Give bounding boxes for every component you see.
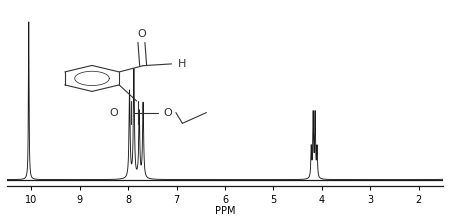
Text: O: O bbox=[109, 108, 118, 118]
Text: H: H bbox=[178, 59, 187, 69]
Text: O: O bbox=[137, 29, 146, 39]
X-axis label: PPM: PPM bbox=[215, 206, 235, 216]
Text: O: O bbox=[164, 108, 172, 118]
